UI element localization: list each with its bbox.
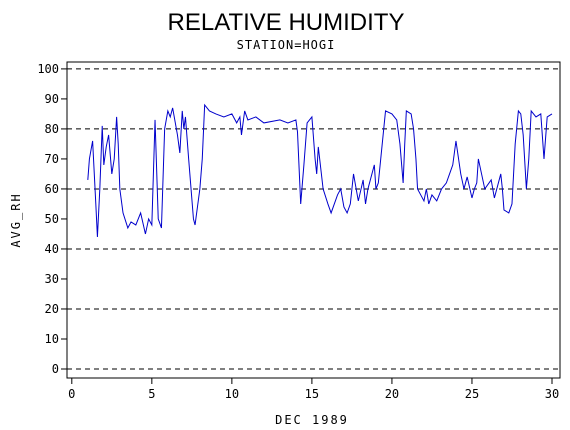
y-tick-label: 10 — [45, 332, 59, 346]
plot-frame — [66, 61, 561, 379]
y-tick-label: 70 — [45, 152, 59, 166]
x-tick-label: 30 — [545, 387, 559, 401]
chart-title: RELATIVE HUMIDITY — [168, 9, 405, 36]
y-tick-label: 20 — [45, 302, 59, 316]
data-line — [87, 103, 553, 237]
x-tick-label: 15 — [305, 387, 319, 401]
y-tick-label: 30 — [45, 272, 59, 286]
x-tick-label: 10 — [225, 387, 239, 401]
x-tick-label: 25 — [465, 387, 479, 401]
y-tick-label: 80 — [45, 122, 59, 136]
x-tick-label: 0 — [68, 387, 75, 401]
y-tick-label: 100 — [37, 62, 59, 76]
y-tick-label: 50 — [45, 212, 59, 226]
x-axis-label: DEC 1989 — [275, 413, 349, 427]
y-tick-label: 0 — [52, 362, 59, 376]
y-tick-label: 90 — [45, 92, 59, 106]
y-axis-label: AVG_RH — [9, 192, 23, 247]
y-tick-label: 40 — [45, 242, 59, 256]
x-tick-label: 5 — [148, 387, 155, 401]
chart-subtitle: STATION=HOGI — [237, 38, 336, 52]
x-tick-label: 20 — [385, 387, 399, 401]
y-tick-label: 60 — [45, 182, 59, 196]
